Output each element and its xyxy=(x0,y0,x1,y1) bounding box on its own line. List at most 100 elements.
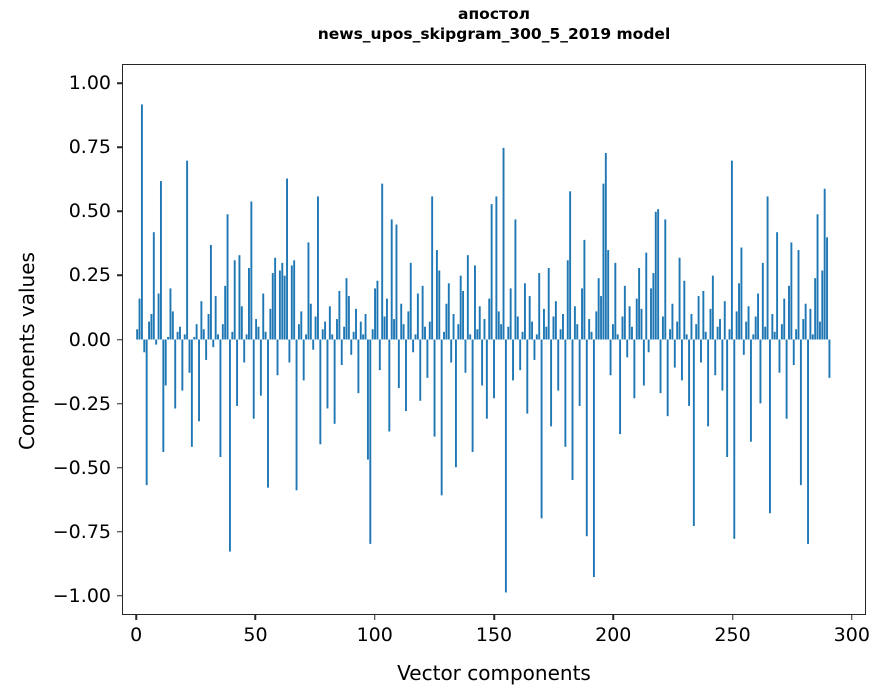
bar xyxy=(700,339,702,363)
bar xyxy=(714,339,717,376)
bar xyxy=(516,316,519,340)
bar xyxy=(583,239,586,340)
bar xyxy=(773,331,776,340)
bar xyxy=(702,290,705,340)
bar xyxy=(162,339,165,452)
bar xyxy=(433,339,436,437)
bar xyxy=(811,334,814,340)
bar xyxy=(745,321,748,340)
bar xyxy=(402,324,405,340)
bar xyxy=(376,280,379,340)
bar xyxy=(493,339,495,399)
bar xyxy=(692,339,695,527)
chart-title-line-2: news_upos_skipgram_300_5_2019 model xyxy=(317,25,671,44)
bar xyxy=(145,339,148,486)
bar xyxy=(728,329,731,340)
bar xyxy=(181,339,184,391)
bar xyxy=(359,321,362,340)
bar xyxy=(823,188,826,340)
bar xyxy=(828,339,831,378)
bar xyxy=(143,339,146,353)
bar xyxy=(407,311,410,340)
bar xyxy=(519,339,522,371)
bar xyxy=(592,339,595,578)
bar xyxy=(205,339,208,360)
bar xyxy=(457,324,460,340)
bar xyxy=(462,290,465,340)
bar xyxy=(804,303,807,340)
bar xyxy=(631,326,633,340)
bar xyxy=(678,257,681,340)
bar xyxy=(326,339,329,409)
bar xyxy=(157,293,160,340)
bar xyxy=(550,339,553,427)
bar xyxy=(797,250,800,340)
bar xyxy=(309,303,312,340)
bar xyxy=(535,334,538,340)
bar xyxy=(464,339,467,373)
bar xyxy=(614,262,617,340)
bar xyxy=(633,339,636,399)
bar xyxy=(300,311,303,340)
bar xyxy=(742,339,745,355)
bar xyxy=(485,339,488,419)
bar xyxy=(566,260,569,340)
bar xyxy=(645,252,648,340)
bar xyxy=(826,237,829,340)
bar xyxy=(497,311,500,340)
bar xyxy=(305,334,308,340)
x-tick-label: 300 xyxy=(833,624,870,646)
bar xyxy=(704,331,707,340)
bar xyxy=(214,296,217,340)
bar xyxy=(267,339,269,488)
bar xyxy=(816,214,819,340)
bar-series-canvas xyxy=(136,104,831,593)
bar xyxy=(552,316,555,340)
bar xyxy=(226,214,229,340)
bar xyxy=(597,278,600,340)
bar xyxy=(138,298,141,340)
bar xyxy=(176,331,179,340)
bar xyxy=(357,339,360,394)
bar xyxy=(735,311,738,340)
bar xyxy=(445,303,448,340)
bar xyxy=(738,283,740,340)
bar xyxy=(719,319,721,340)
bar xyxy=(785,339,788,419)
bar xyxy=(221,324,224,340)
bar xyxy=(752,334,755,340)
bar xyxy=(390,219,393,340)
bar xyxy=(545,326,548,340)
bar xyxy=(509,288,512,340)
bar xyxy=(523,283,526,340)
x-tick-mark xyxy=(612,615,615,620)
bar xyxy=(573,306,576,340)
bar xyxy=(623,285,626,340)
plot-area xyxy=(122,64,866,615)
bar xyxy=(409,262,412,340)
bar xyxy=(547,267,550,340)
bar xyxy=(257,326,260,340)
bar xyxy=(766,196,769,340)
bar xyxy=(297,324,300,340)
bar xyxy=(183,334,186,340)
bar xyxy=(383,316,386,340)
bar xyxy=(179,326,181,340)
x-tick-label: 200 xyxy=(595,624,632,646)
bar xyxy=(347,296,350,340)
bar xyxy=(193,336,196,340)
bar xyxy=(414,334,417,340)
bar xyxy=(600,296,603,340)
bar xyxy=(792,339,795,366)
bar xyxy=(569,191,572,340)
bar xyxy=(769,339,771,514)
bar xyxy=(307,242,310,340)
bar xyxy=(673,339,676,368)
bar xyxy=(533,339,536,360)
bar xyxy=(426,339,429,378)
bar xyxy=(207,313,210,340)
bar xyxy=(369,339,372,544)
bar xyxy=(538,273,541,340)
bar xyxy=(188,339,191,373)
bar xyxy=(321,329,324,340)
